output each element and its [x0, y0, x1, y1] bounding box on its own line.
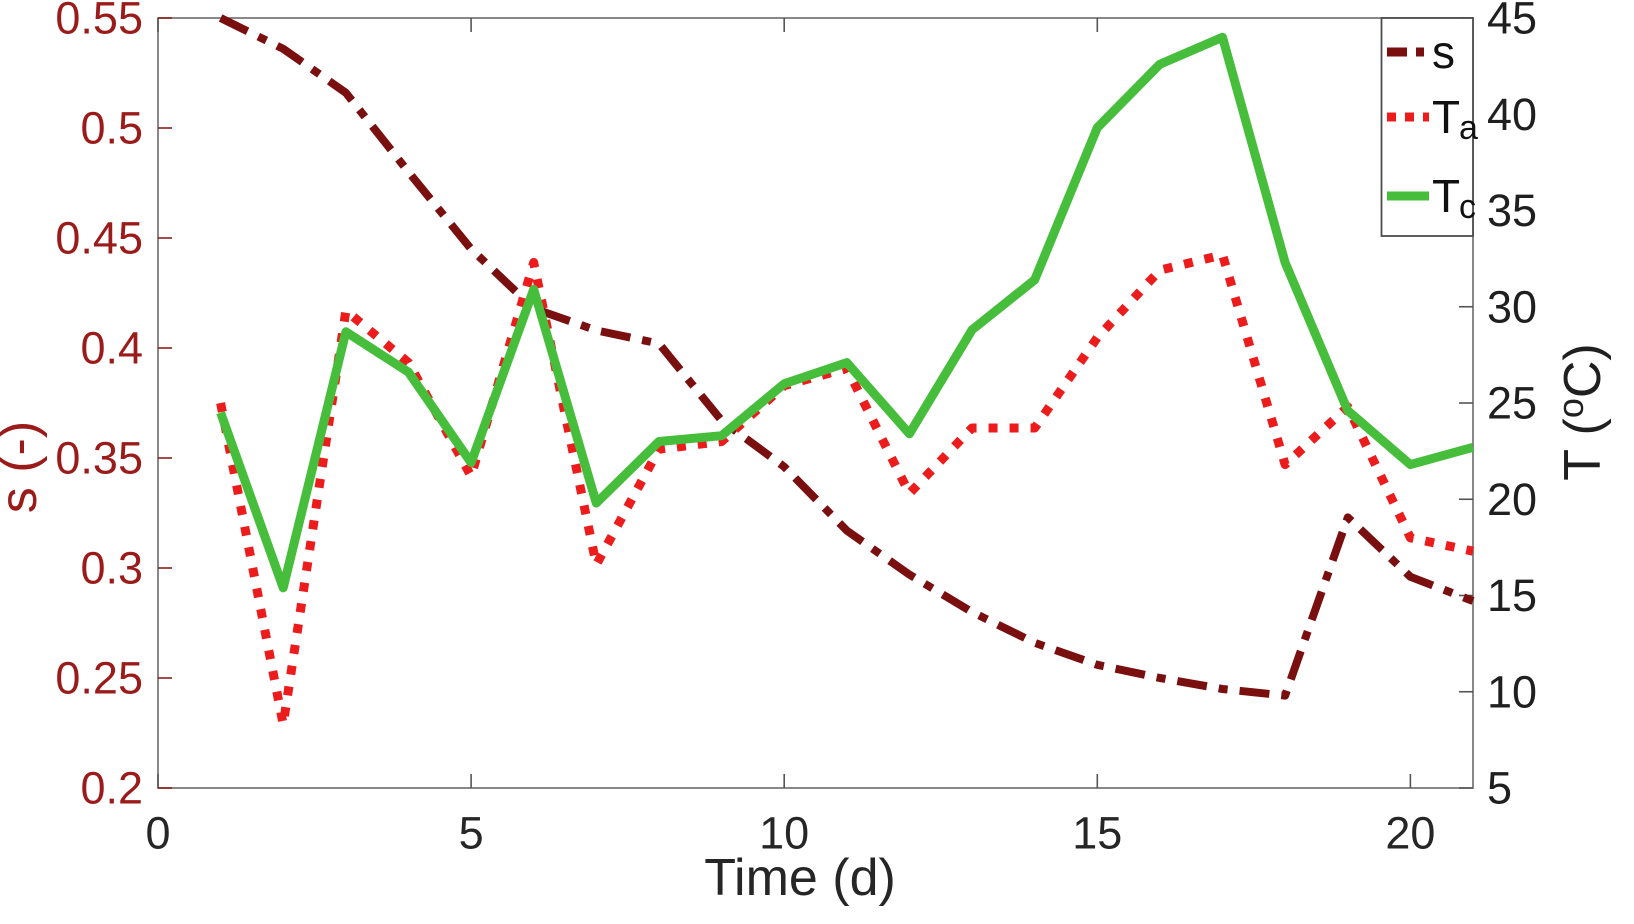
y-right-tick-label: 35 [1487, 185, 1537, 236]
series-line-s [218, 14, 1475, 700]
legend-item-ta: Ta [1387, 91, 1478, 147]
series-line-T_a [216, 250, 1474, 729]
x-tick-label: 20 [1385, 808, 1435, 859]
y-right-tick-label: 45 [1487, 0, 1537, 44]
y-left-tick-label: 0.25 [55, 653, 143, 704]
degree-symbol: o [1550, 398, 1591, 418]
legend-label: T [1432, 170, 1460, 222]
y-right-tick-label: 25 [1487, 378, 1537, 429]
y-left-tick-label: 0.5 [80, 103, 143, 154]
legend-label-subscript: a [1459, 109, 1478, 147]
y-right-tick-label: 40 [1487, 89, 1537, 140]
y-right-tick-label: 30 [1487, 281, 1537, 332]
series-line-T_c [216, 32, 1475, 593]
plot-box [157, 17, 1474, 789]
legend-item-s: s [1387, 26, 1455, 78]
axes-layer [157, 17, 1474, 789]
series-layer [216, 14, 1475, 729]
y-right-label-prefix: T ( [1554, 417, 1612, 480]
y-left-tick-label: 0.55 [55, 0, 143, 44]
y-left-tick-label: 0.2 [80, 763, 143, 814]
x-axis-label: Time (d) [704, 849, 896, 907]
legend-label: s [1432, 26, 1455, 78]
legend-label: T [1432, 91, 1460, 143]
y-left-tick-label: 0.4 [80, 323, 143, 374]
y-right-tick-label: 15 [1487, 570, 1537, 621]
y-left-axis-label: s (-) [0, 421, 48, 513]
y-right-tick-label: 10 [1487, 666, 1537, 717]
y-right-label-suffix: C) [1554, 343, 1612, 398]
x-tick-label: 5 [459, 808, 484, 859]
y-left-tick-label: 0.35 [55, 433, 143, 484]
y-right-tick-label: 5 [1487, 763, 1512, 814]
legend-label-subscript: c [1459, 188, 1476, 226]
x-tick-label: 15 [1072, 808, 1122, 859]
x-tick-label: 10 [759, 808, 809, 859]
y-right-tick-label: 20 [1487, 474, 1537, 525]
legend-item-tc: Tc [1387, 170, 1476, 226]
y-left-tick-label: 0.45 [55, 213, 143, 264]
y-left-tick-label: 0.3 [80, 543, 143, 594]
x-tick-label: 0 [145, 808, 170, 859]
y-right-axis-label: T (oC) [1550, 343, 1612, 481]
tick-label-layer: 0 5 10 15 20 0.2 0.25 0.3 0.35 0.4 0.45 0.5 0.55 5 10 1… [55, 0, 1537, 859]
